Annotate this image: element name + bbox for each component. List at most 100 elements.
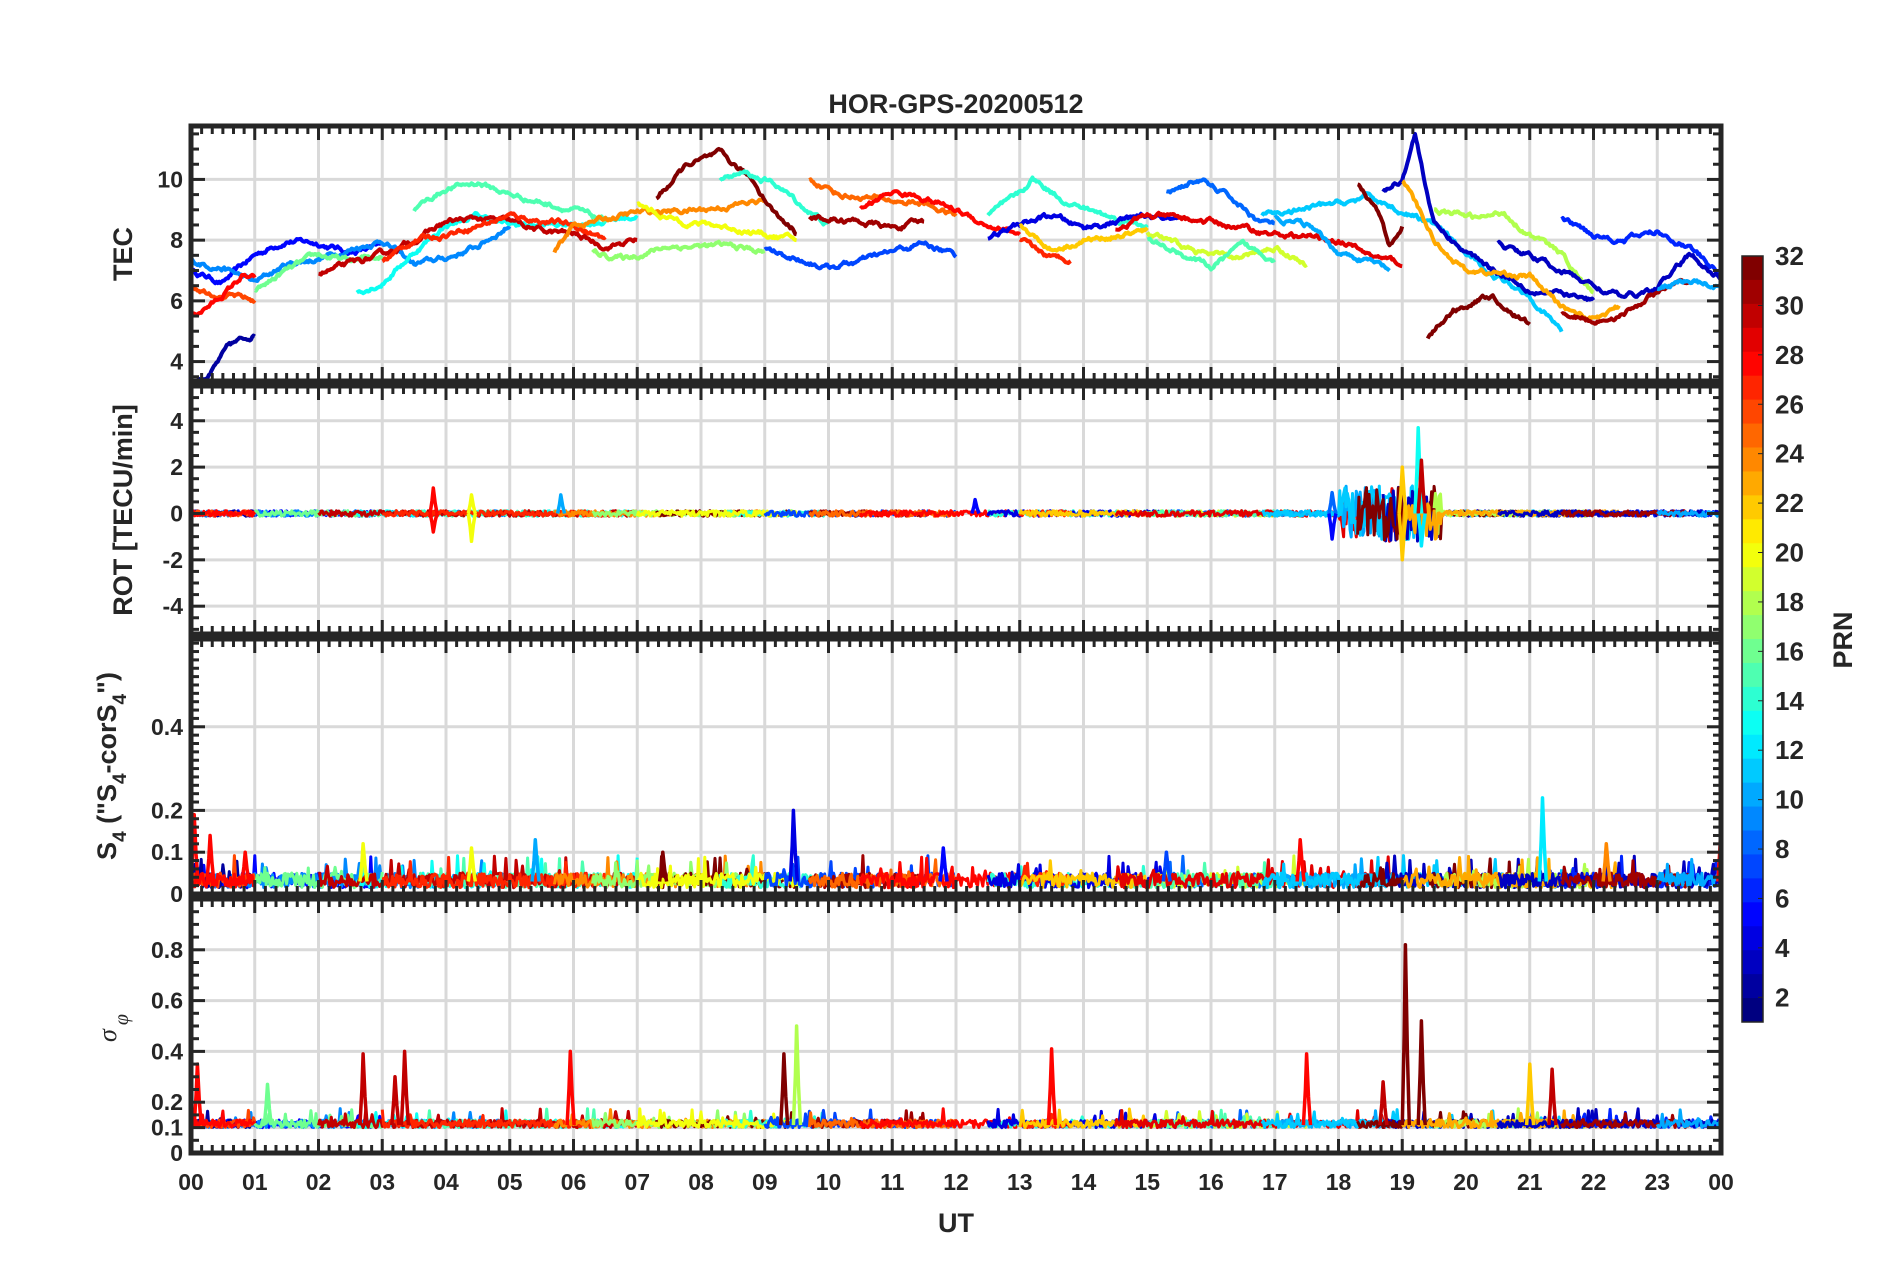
s4-label-sub: 4 [110,831,131,842]
colorbar-swatch [1742,854,1763,879]
trace-prn-4 [986,509,1181,518]
spike-prn-5 [970,497,981,515]
trace-prn-31 [807,213,925,232]
trace-prn-22 [1018,223,1149,253]
spike-prn-32 [1400,942,1412,1126]
colorbar-swatch [1742,926,1763,951]
spike-prn-28 [205,833,216,882]
spike-prn-28 [565,1049,576,1126]
spike-prn-22 [1397,465,1408,514]
y-axis-label-sigma-phi: σφ [93,1014,133,1042]
spike-prn-28 [1295,837,1306,882]
y-tick-label: 4 [170,349,183,375]
trace-prn-25 [808,177,958,218]
spike-prn-20 [358,842,369,882]
x-tick-label: 23 [1644,1169,1670,1195]
x-tick-label: 02 [306,1169,332,1195]
trace-prn-8 [1165,177,1276,226]
spike-prn-12 [1416,513,1427,548]
spike-prn-10 [555,493,567,514]
colorbar-tick-label: 18 [1775,587,1804,617]
spike-prn-10 [530,837,541,882]
colorbar-swatch [1742,495,1763,520]
trace-prn-28 [858,189,1022,236]
colorbar-tick-label: 10 [1775,785,1804,815]
data-traces [191,796,1721,890]
x-tick-label: 06 [561,1169,587,1195]
colorbar-swatch [1742,375,1763,401]
trace-prn-28 [191,272,257,319]
spike-prn-5 [1327,513,1338,541]
colorbar-tick-label: 8 [1775,834,1789,864]
trace-prn-10 [1655,1108,1721,1129]
spike-prn-28 [1046,1047,1058,1126]
colorbar-swatch [1742,782,1763,808]
spike-prn-4 [788,808,800,882]
trace-prn-17 [591,239,766,262]
colorbar-swatch [1742,830,1763,855]
x-tick-label: 04 [433,1169,459,1195]
colorbar-tick-label: 20 [1775,538,1804,568]
s4-label-part: -corS [92,704,122,773]
x-tick-label: 00 [178,1169,204,1195]
y-tick-label: 0 [170,1140,183,1166]
trace-prn-20 [636,201,798,243]
y-tick-label: -2 [163,547,183,573]
trace-prn-24 [552,197,767,254]
y-tick-label: 10 [157,166,183,192]
panel-rot: -4 -2 0 2 4 [163,383,1724,637]
colorbar-swatch [1742,734,1763,760]
colorbar-swatch [1742,567,1763,592]
y-tick-label: 0 [170,881,183,907]
spike-prn-30 [1378,1080,1389,1126]
colorbar-tick-label: 2 [1775,982,1789,1012]
colorbar-label: PRN [1828,611,1858,668]
colorbar-tick-label: 26 [1775,389,1804,419]
chart-title: HOR-GPS-20200512 [828,89,1083,119]
colorbar-swatch [1742,878,1763,903]
y-tick-label: 2 [170,454,183,480]
trace-prn-20 [635,509,799,518]
spike-prn-28 [1301,1052,1313,1126]
x-tick-label: 03 [369,1169,395,1195]
data-traces [191,131,1721,381]
x-tick-label: 01 [242,1169,268,1195]
x-tick-label: 22 [1581,1169,1607,1195]
trace-prn-29 [1114,210,1403,269]
x-tick-label: 18 [1326,1169,1352,1195]
colorbar-tick-label: 32 [1775,241,1804,271]
trace-prn-6 [1560,216,1721,279]
spike-prn-22 [1397,513,1408,562]
x-tick-label: 12 [943,1169,969,1195]
spike-prn-30 [1416,458,1427,514]
trace-prn-27 [380,1109,607,1129]
x-tick-label: 11 [880,1169,905,1195]
spike-prn-30 [390,1075,401,1126]
x-axis-label: UT [938,1208,974,1238]
colorbar-swatch [1742,615,1763,640]
trace-prn-30 [317,214,638,277]
x-tick-label: 07 [624,1169,650,1195]
y-tick-label: 4 [170,408,183,434]
colorbar-swatch [1742,974,1763,999]
x-tick-label: 17 [1262,1169,1288,1195]
colorbar-swatch [1742,950,1763,975]
sigma-label-main: σ [93,1028,122,1042]
trace-prn-18 [1433,207,1595,295]
trace-prn-10 [1655,857,1721,888]
trace-prn-10 [1656,278,1721,292]
colorbar-tick-label: 24 [1775,439,1804,469]
colorbar-swatch [1742,998,1763,1023]
spike-prn-32 [657,850,669,882]
trace-prn-3 [1381,131,1596,302]
trace-prn-14 [718,169,830,227]
spike-prn-32 [1416,1019,1427,1126]
y-tick-label: 0.8 [151,937,183,963]
spike-prn-16 [262,1082,274,1126]
y-tick-label: 8 [170,227,183,253]
spike-prn-18 [791,1024,803,1126]
spike-prn-24 [1601,842,1612,882]
spike-prn-20 [466,846,478,882]
s4-label-part: ") [92,672,122,694]
